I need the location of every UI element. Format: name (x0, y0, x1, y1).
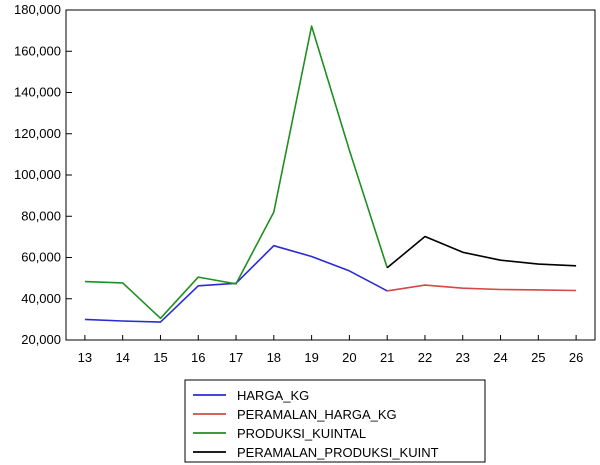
legend-label: HARGA_KG (237, 388, 309, 403)
series-line-peramalan-produksi-kuint (386, 235, 577, 269)
x-tick-label: 18 (267, 350, 281, 365)
x-tick-label: 23 (456, 350, 470, 365)
x-tick-label: 19 (304, 350, 318, 365)
x-tick-label: 24 (493, 350, 507, 365)
legend: HARGA_KG PERAMALAN_HARGA_KG PRODUKSI_KUINT… (184, 379, 486, 463)
y-tick-label: 160,000 (14, 43, 61, 58)
y-axis: 20,000 40,000 60,000 80,000 100,000 120,000 14… (14, 2, 72, 347)
x-tick-label: 14 (115, 350, 129, 365)
y-tick-label: 20,000 (21, 332, 61, 347)
legend-label: PERAMALAN_PRODUKSI_KUINT (237, 445, 439, 460)
y-tick-label: 180,000 (14, 2, 61, 17)
x-tick-label: 21 (380, 350, 394, 365)
y-tick-label: 40,000 (21, 291, 61, 306)
series-line-peramalan-harga-kg (387, 284, 577, 292)
x-tick-label: 20 (342, 350, 356, 365)
series-line-produksi-kuintal (84, 25, 388, 320)
x-axis: 13 14 15 16 17 18 19 20 21 22 23 24 25 26 (78, 335, 583, 365)
legend-label: PRODUKSI_KUINTAL (237, 426, 366, 441)
legend-label: PERAMALAN_HARGA_KG (237, 407, 397, 422)
x-tick-label: 16 (191, 350, 205, 365)
x-tick-label: 25 (531, 350, 545, 365)
y-tick-label: 140,000 (14, 85, 61, 100)
y-tick-label: 100,000 (14, 167, 61, 182)
x-tick-label: 26 (569, 350, 583, 365)
y-tick-label: 120,000 (14, 126, 61, 141)
plot-frame (65, 9, 596, 341)
x-tick-label: 13 (78, 350, 92, 365)
y-tick-label: 80,000 (21, 208, 61, 223)
y-tick-label: 60,000 (21, 250, 61, 265)
x-tick-label: 17 (229, 350, 243, 365)
legend-box (184, 379, 486, 463)
x-tick-label: 22 (418, 350, 432, 365)
x-tick-label: 15 (153, 350, 167, 365)
series-lines (84, 25, 577, 323)
